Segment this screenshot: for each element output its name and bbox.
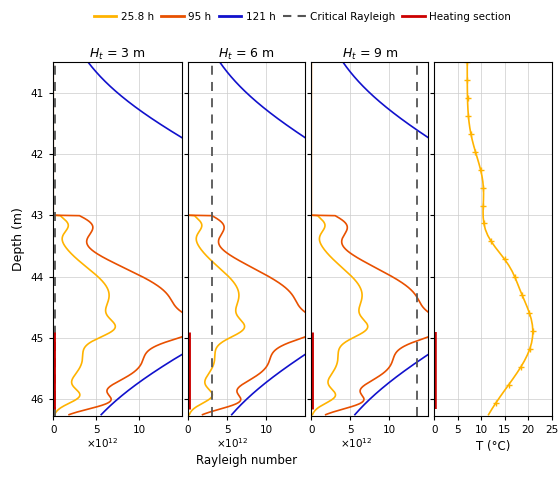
Title: $H_t$ = 6 m: $H_t$ = 6 m xyxy=(218,47,275,62)
Title: $H_t$ = 9 m: $H_t$ = 9 m xyxy=(342,47,398,62)
X-axis label: Rayleigh number: Rayleigh number xyxy=(196,454,297,467)
X-axis label: T (°C): T (°C) xyxy=(476,440,510,454)
Legend: 25.8 h, 95 h, 121 h, Critical Rayleigh, Heating section: 25.8 h, 95 h, 121 h, Critical Rayleigh, … xyxy=(90,8,515,26)
Y-axis label: Depth (m): Depth (m) xyxy=(12,207,25,271)
Text: $\times10^{12}$: $\times10^{12}$ xyxy=(339,436,372,450)
Text: $\times10^{12}$: $\times10^{12}$ xyxy=(216,436,249,450)
Text: $\times10^{12}$: $\times10^{12}$ xyxy=(86,436,118,450)
Title: $H_t$ = 3 m: $H_t$ = 3 m xyxy=(90,47,146,62)
